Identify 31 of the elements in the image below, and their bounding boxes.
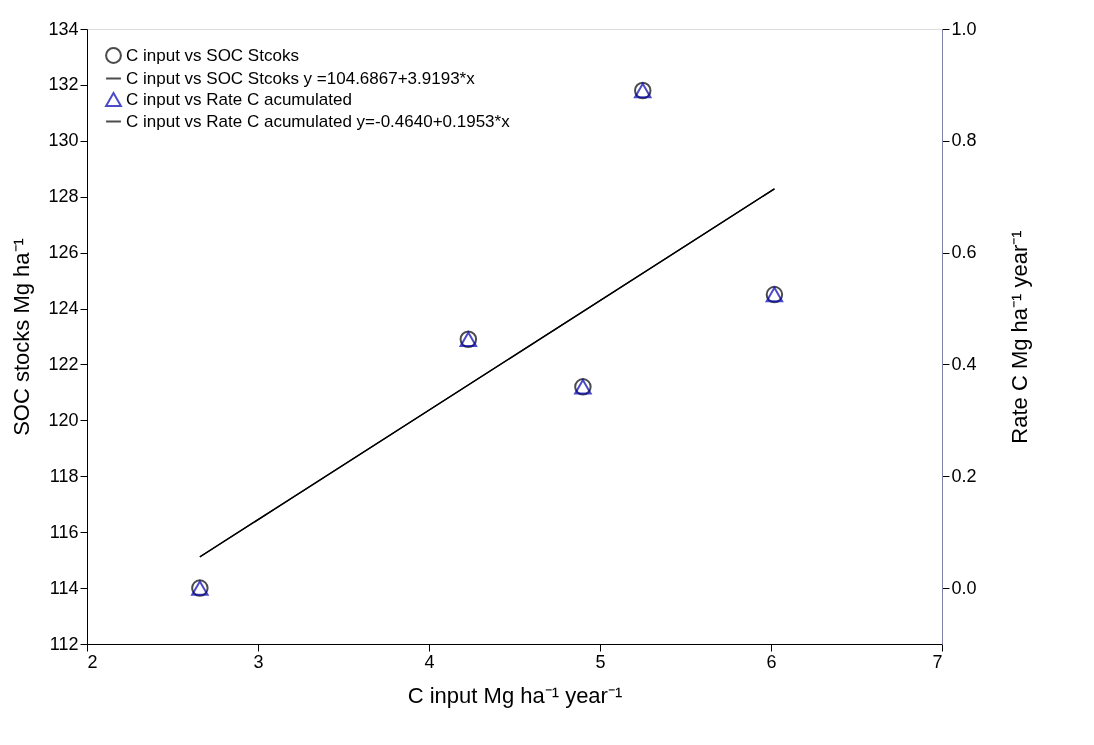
y2-tick-label: 0.8 bbox=[951, 130, 977, 151]
x-tick-label: 5 bbox=[595, 651, 606, 672]
y2-axis-title: Rate C Mg ha⁻¹ year⁻¹ bbox=[1006, 230, 1032, 444]
y2-tick-label: 0.6 bbox=[951, 242, 977, 263]
legend-label: C input vs Rate C acumulated bbox=[126, 89, 352, 109]
x-tick-label: 3 bbox=[253, 651, 264, 672]
y-tick-label: 112 bbox=[49, 633, 79, 654]
y-tick-label: 116 bbox=[49, 521, 79, 542]
y2-tick-label: 1.0 bbox=[951, 18, 977, 39]
y-tick-label: 128 bbox=[48, 186, 79, 207]
y2-tick-label: 0.2 bbox=[951, 465, 977, 486]
x-tick-label: 4 bbox=[424, 651, 435, 672]
legend-label: C input vs SOC Stcoks y =104.6867+3.9193*x bbox=[126, 68, 476, 88]
y2-tick-label: 0.0 bbox=[951, 577, 977, 598]
y2-tick-label: 0.4 bbox=[951, 353, 977, 374]
y-tick-label: 114 bbox=[49, 577, 79, 598]
legend-label: C input vs SOC Stcoks bbox=[126, 45, 299, 65]
y-tick-label: 122 bbox=[48, 353, 79, 374]
x-axis-title: C input Mg ha⁻¹ year⁻¹ bbox=[407, 682, 623, 708]
y-tick-label: 118 bbox=[49, 465, 79, 486]
y-tick-label: 124 bbox=[48, 298, 79, 319]
y-axis-title: SOC stocks Mg ha⁻¹ bbox=[9, 238, 35, 436]
x-tick-label: 2 bbox=[87, 651, 98, 672]
y-tick-label: 126 bbox=[48, 242, 79, 263]
y-tick-label: 120 bbox=[48, 409, 79, 430]
y-tick-label: 130 bbox=[48, 130, 79, 151]
y-tick-label: 134 bbox=[48, 18, 79, 39]
x-tick-label: 6 bbox=[766, 651, 777, 672]
x-tick-label: 7 bbox=[932, 651, 943, 672]
y-tick-label: 132 bbox=[48, 74, 79, 95]
legend-label: C input vs Rate C acumulated y=-0.4640+0.1953*x bbox=[126, 111, 511, 131]
